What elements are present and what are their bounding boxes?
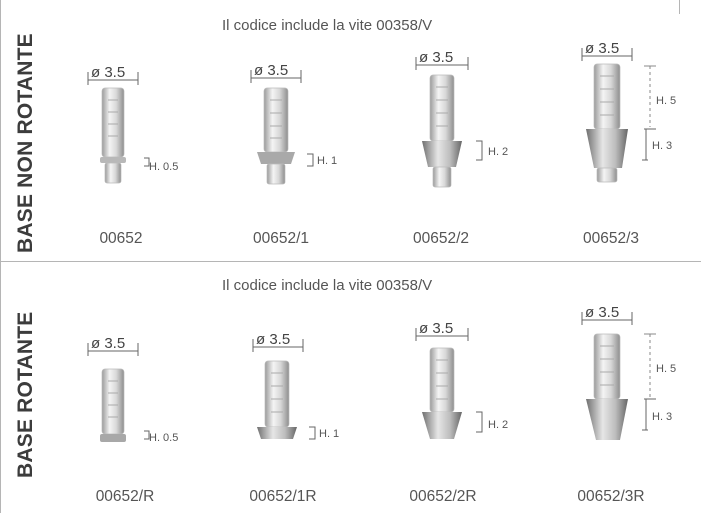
section-label: BASE ROTANTE xyxy=(14,311,37,478)
height-label: H. 5 xyxy=(656,363,676,375)
height-label: H. 2 xyxy=(488,146,508,158)
height-label: H. 3 xyxy=(652,411,672,423)
top-right-divider xyxy=(679,0,680,14)
left-border-top xyxy=(0,0,1,262)
diameter-label: ø 3.5 xyxy=(585,304,619,321)
product-code: 00652/R xyxy=(95,488,155,505)
abutment-item: ø 3.5 H. 0.5 xyxy=(86,331,206,481)
abutment-drawing: ø 3.5 H. 5 H. 3 xyxy=(581,40,676,183)
height-label: H. 5 xyxy=(656,95,676,107)
height-label: H. 1 xyxy=(317,155,337,167)
diameter-label: ø 3.5 xyxy=(256,331,290,348)
diameter-label: ø 3.5 xyxy=(91,64,125,81)
product-code: 00652/2R xyxy=(409,488,477,505)
height-label: H. 3 xyxy=(652,140,672,152)
diameter-label: ø 3.5 xyxy=(419,320,453,337)
height-label: H. 1 xyxy=(319,428,339,440)
height-label: H. 2 xyxy=(488,419,508,431)
abutment-drawing: ø 3.5 H. 2 xyxy=(415,49,508,188)
abutment-item: ø 3.5 H. 1 xyxy=(249,58,369,208)
product-code: 00652 xyxy=(99,230,143,247)
abutment-drawing: ø 3.5 H. 5 H. 3 xyxy=(581,304,676,440)
diameter-label: ø 3.5 xyxy=(254,62,288,79)
diameter-label: ø 3.5 xyxy=(585,40,619,57)
section-non-rotating: BASE NON ROTANTE Il codice include la vi… xyxy=(14,17,700,253)
abutment-drawing: ø 3.5 H. 0.5 xyxy=(87,335,178,444)
height-label: H. 0.5 xyxy=(149,161,178,173)
diameter-label: ø 3.5 xyxy=(419,49,453,66)
abutment-item: ø 3.5 H. 0.5 xyxy=(86,60,206,210)
section-note: Il codice include la vite 00358/V xyxy=(222,277,433,294)
abutment-item: ø 3.5 H. 5 H. 3 xyxy=(580,36,700,206)
product-code: 00652/3 xyxy=(582,230,640,247)
abutment-drawing: ø 3.5 H. 1 xyxy=(250,62,337,185)
section-label: BASE NON ROTANTE xyxy=(14,33,37,253)
product-code: 00652/1 xyxy=(252,230,310,247)
abutment-drawing: ø 3.5 H. 2 xyxy=(415,320,508,439)
section-rotating: BASE ROTANTE Il codice include la vite 0… xyxy=(0,262,701,513)
abutment-item: ø 3.5 H. 2 xyxy=(414,45,534,205)
left-border-bottom xyxy=(0,262,1,513)
abutment-drawing: ø 3.5 H. 1 xyxy=(252,331,339,440)
section-note: Il codice include la vite 00358/V xyxy=(222,17,433,34)
diameter-label: ø 3.5 xyxy=(91,335,125,352)
abutment-item: ø 3.5 H. 1 xyxy=(251,327,371,477)
abutment-item: ø 3.5 H. 2 xyxy=(414,316,534,476)
product-code: 00652/2 xyxy=(412,230,470,247)
abutment-item: ø 3.5 H. 5 H. 3 xyxy=(580,300,700,470)
product-code: 00652/1R xyxy=(249,488,317,505)
abutment-drawing: ø 3.5 H. 0.5 xyxy=(87,64,178,184)
section-divider xyxy=(0,261,701,262)
product-code: 00652/3R xyxy=(577,488,645,505)
height-label: H. 0.5 xyxy=(149,432,178,444)
